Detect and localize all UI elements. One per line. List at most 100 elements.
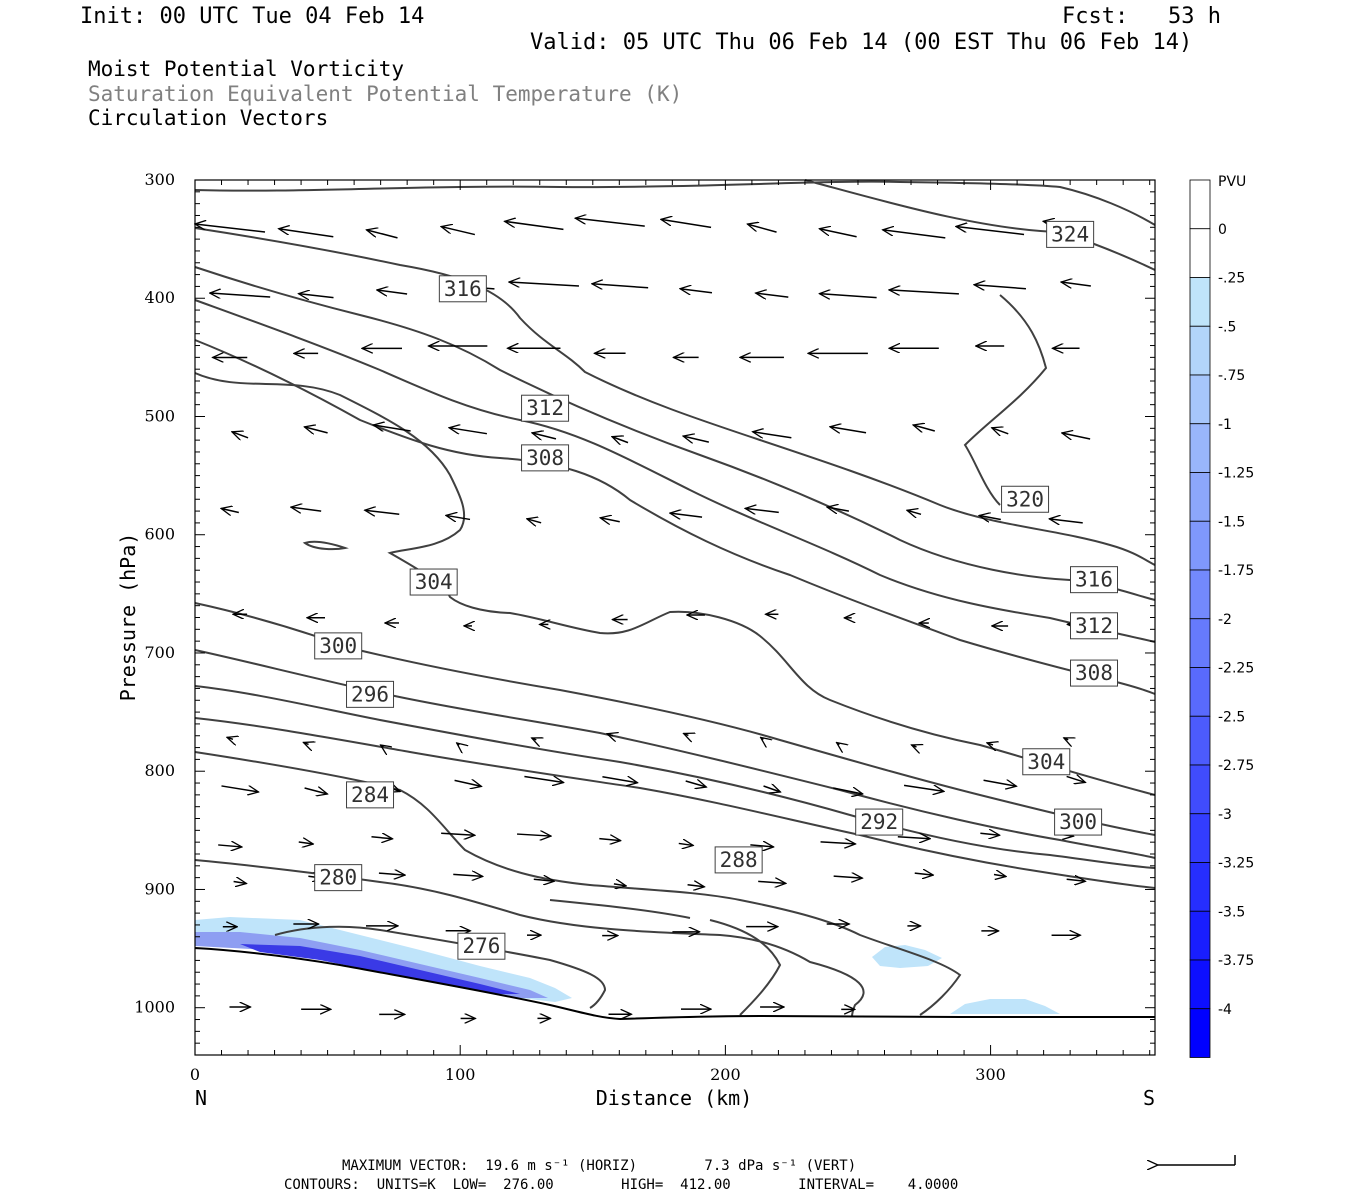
circulation-vector [373, 425, 411, 432]
contour-292 [194, 685, 1156, 869]
colorbar-swatch [1189, 910, 1211, 961]
circulation-vector [983, 780, 1017, 786]
circulation-vector [1064, 737, 1068, 740]
circulation-vector [1066, 879, 1086, 881]
contour-label-box [714, 846, 763, 874]
colorbar-swatch [1189, 228, 1211, 278]
contour-320-loop [963, 294, 1048, 506]
pv-region-west-core [240, 944, 520, 994]
contour-276 [274, 925, 607, 1009]
x-tick-label: 100 [445, 1065, 476, 1084]
y-axis-label: Pressure (hPa) [116, 533, 140, 702]
contour-label: 312 [526, 396, 564, 420]
contour-label-box [1001, 485, 1050, 513]
circulation-vector [830, 427, 867, 434]
circulation-vector [221, 508, 239, 512]
contour-272-lower [549, 899, 691, 919]
circulation-vector [979, 516, 1001, 520]
circulation-vector [837, 743, 840, 745]
contour-label: 284 [351, 783, 389, 807]
south-label: S [1143, 1086, 1155, 1110]
circulation-vector [592, 284, 649, 288]
circulation-vector [913, 425, 935, 431]
colorbar-label: -2.25 [1218, 661, 1254, 677]
field-title-vectors: Circulation Vectors [88, 106, 329, 130]
circulation-vector [763, 786, 781, 792]
circulation-vector [218, 845, 242, 847]
theta-es-contours [194, 179, 1156, 1018]
north-label: N [195, 1086, 207, 1110]
contour-label: 300 [1059, 810, 1097, 834]
circulation-vector [449, 428, 488, 435]
circulation-vector [758, 881, 786, 883]
contour-label: 316 [1075, 568, 1113, 592]
circulation-vector [524, 775, 563, 782]
circulation-vector [761, 737, 764, 739]
circulation-vector [992, 428, 1009, 434]
colorbar-label: -3.75 [1218, 953, 1254, 969]
circulation-vector [680, 289, 713, 293]
colorbar-swatch [1189, 325, 1211, 376]
circulation-vector [378, 873, 405, 875]
x-tick-label: 300 [975, 1065, 1006, 1084]
x-tick-label: 0 [190, 1065, 200, 1084]
colorbar-label: -1.75 [1218, 563, 1254, 579]
circulation-vector [745, 508, 779, 512]
contour-label-box [855, 808, 904, 836]
contour-label-box [457, 932, 506, 960]
colorbar-label: -1.5 [1218, 514, 1245, 530]
y-tick-label: 1000 [134, 998, 175, 1017]
circulation-vector [756, 293, 789, 297]
circulation-vector [304, 427, 328, 433]
colorbar-swatch [1189, 813, 1211, 863]
circulation-vector [533, 879, 554, 881]
y-tick-label: 600 [144, 525, 175, 544]
circulation-vector [227, 737, 233, 739]
contour-label: 324 [1051, 222, 1089, 246]
circulation-vector [683, 436, 710, 442]
contour-label: 276 [462, 934, 500, 958]
circulation-vector [371, 837, 392, 839]
y-tick-label: 800 [144, 761, 175, 780]
circulation-vector [956, 226, 1025, 236]
circulation-vector [365, 510, 400, 514]
circulation-vector [453, 874, 483, 876]
pv-region-central [872, 945, 942, 968]
circulation-vector [298, 294, 334, 298]
pv-region-east [950, 999, 1060, 1014]
contour-label-box [1070, 612, 1119, 640]
circulation-vector [907, 510, 922, 514]
circulation-vector [232, 432, 249, 438]
circulation-vector [833, 876, 863, 878]
colorbar-swatch [1189, 179, 1211, 230]
contour-label: 296 [351, 682, 389, 706]
contour-info: CONTOURS: UNITS=K LOW= 276.00 HIGH= 412.… [284, 1177, 959, 1193]
colorbar-swatch [1189, 667, 1211, 717]
contour-280 [194, 859, 865, 1018]
circulation-vector [298, 842, 313, 844]
circulation-vector [517, 834, 551, 836]
circulation-vector [820, 842, 856, 844]
circulation-vector [974, 285, 1026, 289]
colorbar-label: -.75 [1218, 368, 1245, 384]
colorbar-label: -4 [1218, 1002, 1232, 1018]
y-tick-label: 700 [144, 643, 175, 662]
circulation-vector [819, 294, 877, 298]
colorbar-title: PVU [1218, 174, 1246, 190]
circulation-vector [753, 432, 792, 439]
contour-288-lower [709, 919, 782, 1016]
circulation-vector [532, 738, 537, 740]
circulation-vector [454, 780, 482, 786]
circulation-vector [993, 874, 1006, 876]
circulation-vector [1061, 282, 1091, 286]
contour-label-box [314, 632, 363, 660]
colorbar: 0 -.25 -.5 -.75 -1 -1.25 -1.5 -1.75 -2 -2.25 -2.5 -… [1189, 179, 1254, 1058]
contour-304 [194, 372, 1156, 796]
contour-label: 288 [720, 848, 758, 872]
contour-label: 304 [1027, 750, 1065, 774]
plot-frame [194, 179, 1156, 1056]
circulation-vector [685, 781, 707, 787]
contour-label: 308 [1075, 661, 1113, 685]
circulation-vector [600, 518, 620, 522]
tick-labels: 300 400 500 600 700 800 900 1000 0 100 200 300 [134, 170, 1006, 1084]
